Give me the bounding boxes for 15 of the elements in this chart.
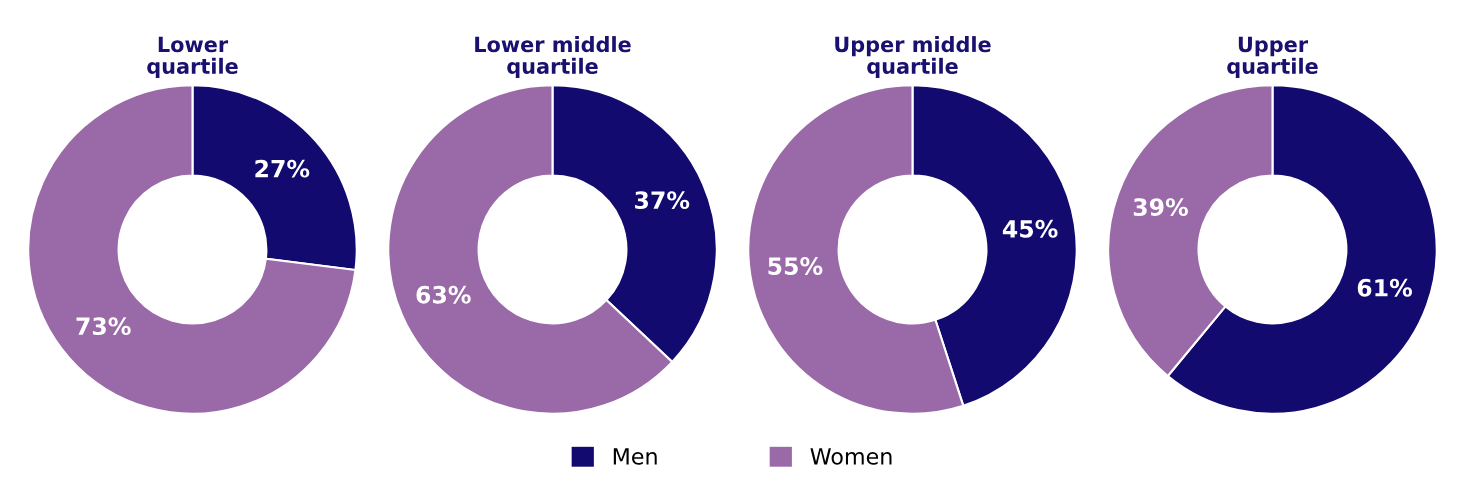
chart-title: Lower middle quartile [475,36,631,78]
data-label: 61% [1357,278,1413,297]
chart-title: Upper middle quartile [835,36,991,78]
data-label: 39% [1133,198,1188,217]
data-label: 37% [635,191,690,210]
legend-label: Men [613,448,657,465]
data-label: 63% [416,285,471,304]
data-label: 73% [76,317,131,336]
data-label: 45% [1002,219,1058,238]
data-label: 55% [768,257,823,275]
chart-title: Lower quartile [147,36,238,78]
legend-label: Women [810,448,892,465]
data-label: 27% [255,159,310,178]
donut-slice [27,84,357,415]
chart-title: Upper quartile [1227,36,1318,78]
